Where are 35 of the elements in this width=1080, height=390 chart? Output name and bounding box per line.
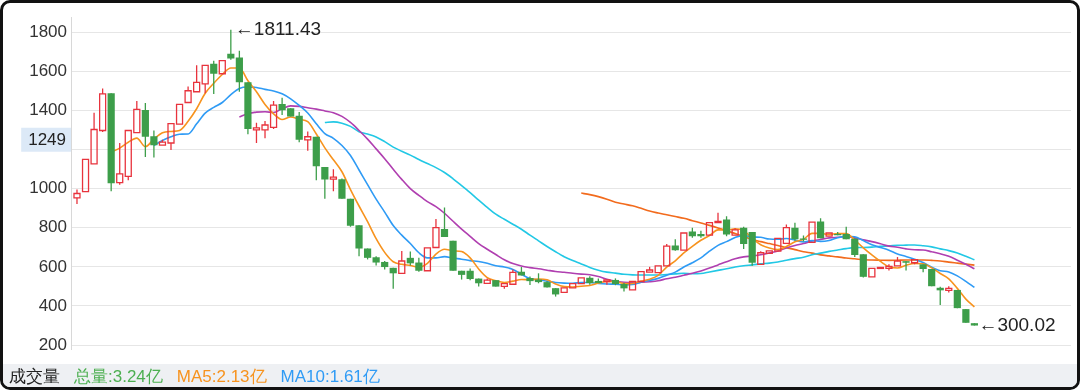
- candlestick: [603, 279, 611, 286]
- line-series: [324, 121, 976, 276]
- candlestick: [825, 232, 833, 237]
- text: 总量:3.24亿: [74, 367, 163, 386]
- candlestick: [116, 142, 124, 186]
- candlestick: [722, 215, 731, 237]
- candlestick: [808, 221, 816, 244]
- y-tick-label: 200: [38, 334, 67, 354]
- text: MA10:1.61亿: [280, 367, 380, 386]
- y-tick-label: 600: [38, 256, 67, 276]
- text: 成交量: [9, 367, 60, 386]
- annotation: ←1811.43: [234, 18, 322, 40]
- candlestick: [483, 277, 491, 284]
- candlestick: [210, 59, 218, 95]
- candlestick: [851, 237, 859, 258]
- y-tick-label: 1800: [29, 21, 67, 41]
- y-tick-label: 400: [38, 295, 67, 315]
- line-series: [580, 192, 976, 266]
- y-tick-label: 1600: [29, 60, 67, 80]
- candlestick: [73, 188, 81, 205]
- candlestick: [329, 168, 338, 192]
- candlestick: [218, 59, 226, 75]
- candlestick: [440, 206, 449, 238]
- candlestick: [577, 277, 585, 285]
- annotation: ←300.02: [978, 313, 1056, 335]
- candlestick: [321, 166, 329, 200]
- candlestick: [731, 227, 739, 236]
- candlestick: [680, 232, 688, 251]
- candlestick: [902, 260, 910, 272]
- text: MA5:2.13亿: [176, 367, 267, 386]
- y-tick-label: 800: [38, 217, 67, 237]
- y-tick-label: 1000: [29, 178, 67, 198]
- candlestick: [740, 226, 748, 250]
- text: 1249: [28, 129, 66, 149]
- y-tick-label: 1400: [29, 100, 67, 120]
